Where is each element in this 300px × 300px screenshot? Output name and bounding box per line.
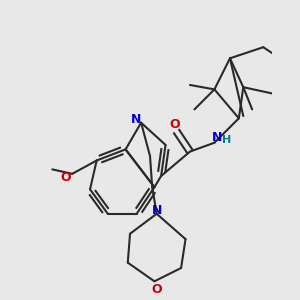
Text: O: O <box>152 283 162 296</box>
Text: N: N <box>130 113 141 126</box>
Text: N: N <box>152 204 163 217</box>
Text: O: O <box>169 118 180 131</box>
Text: H: H <box>222 136 232 146</box>
Text: O: O <box>60 171 71 184</box>
Text: N: N <box>212 131 222 144</box>
